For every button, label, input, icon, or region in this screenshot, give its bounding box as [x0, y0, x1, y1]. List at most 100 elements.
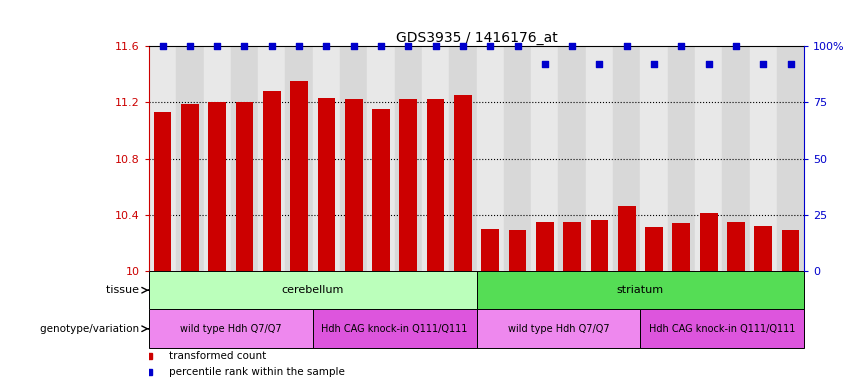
Bar: [231, 310, 258, 348]
Bar: [618, 206, 636, 271]
Bar: [750, 271, 777, 310]
Bar: [368, 271, 395, 310]
Bar: [258, 271, 285, 310]
Bar: [422, 46, 449, 271]
Bar: [531, 46, 558, 271]
Bar: [585, 310, 613, 348]
Point: [592, 61, 606, 67]
Bar: [285, 310, 312, 348]
Bar: [203, 310, 231, 348]
Bar: [777, 271, 804, 310]
Point: [538, 61, 551, 67]
Bar: [695, 310, 722, 348]
Bar: [312, 310, 477, 348]
Bar: [504, 271, 531, 310]
Bar: [263, 91, 281, 271]
Bar: [477, 310, 640, 348]
Bar: [449, 46, 477, 271]
Bar: [208, 102, 226, 271]
Bar: [399, 99, 417, 271]
Text: genotype/variation: genotype/variation: [40, 324, 142, 334]
Bar: [641, 46, 668, 271]
Bar: [149, 310, 176, 348]
Bar: [613, 310, 640, 348]
Bar: [154, 112, 171, 271]
Bar: [477, 271, 504, 310]
Bar: [722, 271, 750, 310]
Bar: [695, 271, 722, 310]
Point: [237, 43, 251, 49]
Bar: [477, 46, 504, 271]
Bar: [285, 271, 312, 310]
Text: Hdh CAG knock-in Q111/Q111: Hdh CAG knock-in Q111/Q111: [322, 324, 468, 334]
Bar: [641, 310, 668, 348]
Bar: [531, 310, 558, 348]
Point: [565, 43, 579, 49]
Bar: [668, 310, 695, 348]
Bar: [258, 310, 285, 348]
Bar: [591, 220, 608, 271]
Bar: [454, 95, 471, 271]
Bar: [585, 46, 613, 271]
Bar: [312, 46, 340, 271]
Point: [347, 43, 361, 49]
Point: [729, 43, 743, 49]
Bar: [285, 46, 312, 271]
Bar: [149, 310, 312, 348]
Point: [292, 43, 306, 49]
Bar: [504, 310, 531, 348]
Bar: [176, 310, 203, 348]
Text: tissue: tissue: [106, 285, 142, 295]
Bar: [449, 310, 477, 348]
Point: [784, 61, 797, 67]
Bar: [149, 271, 477, 310]
Bar: [258, 46, 285, 271]
Bar: [782, 230, 799, 271]
Bar: [509, 230, 527, 271]
Bar: [340, 46, 368, 271]
Bar: [585, 271, 613, 310]
Bar: [754, 226, 772, 271]
Point: [456, 43, 470, 49]
Bar: [176, 46, 203, 271]
Point: [374, 43, 388, 49]
Point: [402, 43, 415, 49]
Bar: [722, 46, 750, 271]
Bar: [312, 271, 340, 310]
Bar: [722, 310, 750, 348]
Bar: [368, 46, 395, 271]
Point: [511, 43, 524, 49]
Point: [210, 43, 224, 49]
Bar: [668, 271, 695, 310]
Bar: [750, 46, 777, 271]
Bar: [558, 46, 585, 271]
Bar: [727, 222, 745, 271]
Bar: [395, 310, 422, 348]
Bar: [558, 310, 585, 348]
Text: Hdh CAG knock-in Q111/Q111: Hdh CAG knock-in Q111/Q111: [649, 324, 796, 334]
Bar: [422, 310, 449, 348]
Point: [429, 43, 443, 49]
Bar: [176, 271, 203, 310]
Bar: [181, 104, 199, 271]
Bar: [372, 109, 390, 271]
Bar: [317, 98, 335, 271]
Bar: [203, 46, 231, 271]
Bar: [536, 222, 554, 271]
Bar: [149, 271, 176, 310]
Point: [620, 43, 633, 49]
Point: [320, 43, 334, 49]
Point: [156, 43, 169, 49]
Bar: [645, 227, 663, 271]
Text: cerebellum: cerebellum: [282, 285, 344, 295]
Bar: [563, 222, 581, 271]
Bar: [395, 46, 422, 271]
Bar: [668, 46, 695, 271]
Bar: [312, 310, 340, 348]
Bar: [236, 102, 254, 271]
Bar: [641, 310, 804, 348]
Bar: [558, 271, 585, 310]
Bar: [231, 46, 258, 271]
Text: striatum: striatum: [617, 285, 664, 295]
Bar: [477, 271, 804, 310]
